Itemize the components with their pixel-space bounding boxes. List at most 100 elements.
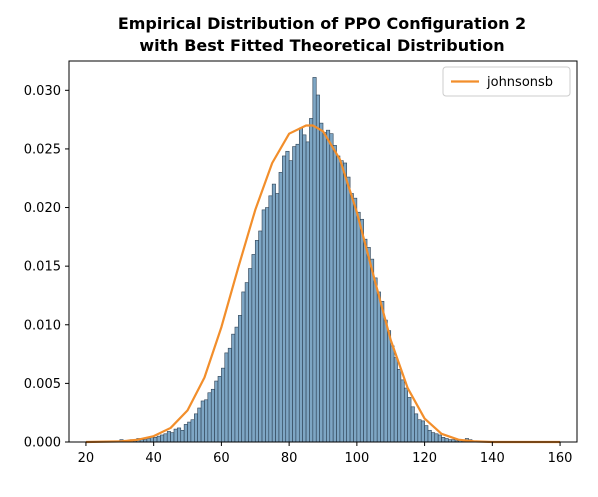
histogram-bar — [285, 150, 290, 443]
histogram-bar — [380, 301, 385, 443]
histogram-bar — [322, 132, 327, 443]
histogram-bars — [119, 77, 476, 443]
histogram-bar — [312, 77, 317, 443]
histogram-bar — [183, 424, 188, 443]
histogram-bar — [221, 367, 226, 443]
histogram-bar — [204, 399, 209, 443]
histogram-bar — [231, 333, 236, 443]
x-tick-label: 40 — [145, 451, 162, 466]
x-tick-label: 140 — [480, 451, 505, 466]
histogram-bar — [359, 218, 364, 443]
histogram-bar — [414, 413, 419, 443]
histogram-bar — [170, 432, 175, 443]
chart-title: Empirical Distribution of PPO Configurat… — [118, 14, 526, 55]
histogram-bar — [217, 376, 222, 443]
histogram-bar — [282, 155, 287, 443]
histogram-bar — [187, 421, 192, 443]
histogram-bar — [410, 406, 415, 443]
histogram-bar — [349, 193, 354, 443]
histogram-bar — [254, 240, 259, 443]
histogram-bar — [295, 143, 300, 443]
histogram-bar — [420, 420, 425, 443]
axes: 20 40 60 80 100 120 140 160 0.000 0.005 0.010 0.015… — [24, 60, 578, 466]
histogram-bar — [190, 419, 195, 443]
histogram-bar — [224, 352, 229, 443]
histogram-bar — [265, 207, 270, 443]
legend-box — [442, 66, 571, 97]
histogram-bar — [353, 197, 358, 443]
x-tick-label: 100 — [344, 451, 369, 466]
histogram-bar — [326, 129, 331, 443]
histogram-bar — [292, 146, 297, 443]
x-tick-label: 60 — [213, 451, 230, 466]
histogram-bar — [444, 438, 449, 443]
histogram-bar — [336, 155, 341, 443]
histogram-bar — [315, 94, 320, 443]
histogram-bar — [210, 388, 215, 443]
histogram-bar — [298, 127, 303, 443]
histogram-bar — [390, 345, 395, 443]
histogram-bar — [238, 315, 243, 443]
histogram-bar — [373, 277, 378, 443]
histogram-bar — [207, 392, 212, 443]
legend: johnsonsb — [442, 66, 571, 97]
histogram-bar — [234, 326, 239, 443]
histogram-bar — [177, 427, 182, 443]
y-tick-label: 0.005 — [24, 377, 61, 392]
y-tick-label: 0.020 — [24, 201, 61, 216]
histogram-bar — [332, 145, 337, 443]
histogram-bar — [261, 209, 266, 443]
histogram-bar — [241, 291, 246, 443]
histogram-bar — [194, 413, 198, 443]
histogram-bar — [248, 268, 253, 443]
y-tick-label: 0.000 — [24, 436, 61, 451]
chart-title-line-1: Empirical Distribution of PPO Configurat… — [118, 14, 526, 33]
x-tick-label: 80 — [281, 451, 298, 466]
histogram-bar — [288, 160, 293, 443]
histogram-bar — [319, 122, 324, 443]
histogram-bar — [166, 431, 171, 443]
histogram-bar — [156, 435, 161, 443]
histogram-bar — [258, 230, 263, 443]
histogram-bar — [153, 437, 158, 443]
histogram-bar — [424, 425, 429, 443]
histogram-bar — [214, 380, 219, 443]
histogram-bar — [309, 118, 314, 443]
histogram-bar — [366, 247, 371, 443]
histogram-bar — [437, 434, 442, 443]
histogram-bar — [427, 429, 432, 443]
histogram-bar — [227, 347, 232, 443]
y-tick-label: 0.030 — [24, 84, 61, 99]
histogram-bar — [397, 369, 402, 443]
histogram-bar — [441, 437, 446, 443]
histogram-bar — [244, 282, 249, 443]
histogram-bar — [251, 254, 256, 443]
histogram-bar — [146, 438, 151, 443]
histogram-bar — [271, 183, 276, 443]
x-tick-label: 20 — [78, 451, 95, 466]
histogram-bar — [275, 193, 280, 443]
histogram-bar — [417, 419, 422, 443]
plot-frame — [68, 60, 578, 443]
histogram-bar — [339, 160, 344, 443]
histogram-bar — [268, 195, 273, 443]
histogram-bar — [197, 407, 202, 443]
histogram-bar — [434, 433, 439, 443]
histogram-bar — [163, 433, 168, 443]
x-tick-label: 120 — [412, 451, 437, 466]
histogram-bar — [400, 379, 405, 443]
histogram-bar — [302, 134, 307, 443]
histogram-bar — [329, 133, 334, 443]
histogram-bar — [376, 291, 381, 443]
histogram-bar — [173, 428, 178, 443]
y-tick-label: 0.010 — [24, 318, 61, 333]
histogram-bar — [370, 258, 375, 443]
histogram-bar — [305, 141, 310, 443]
histogram-bar — [160, 434, 165, 443]
chart-title-line-2: with Best Fitted Theoretical Distributio… — [139, 36, 504, 55]
histogram-bar — [356, 211, 361, 443]
histogram-bar — [387, 330, 392, 443]
histogram-bar — [407, 397, 412, 443]
histogram-bar — [200, 400, 205, 443]
